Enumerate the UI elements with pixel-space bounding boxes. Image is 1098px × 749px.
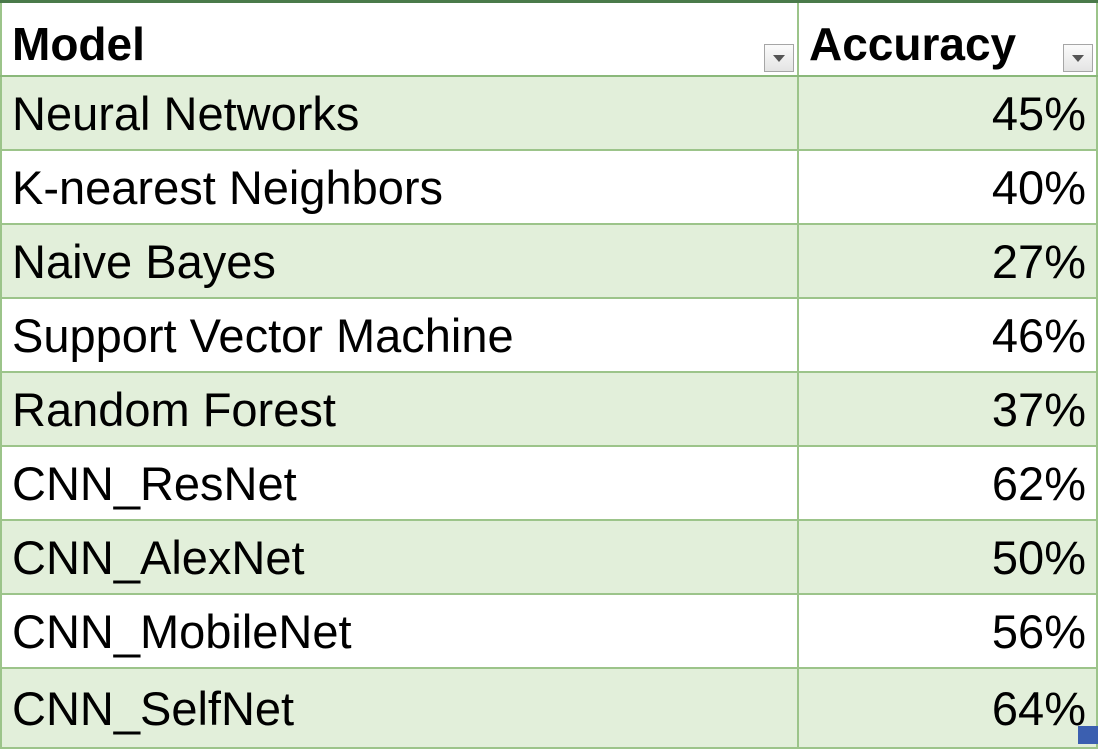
cell-accuracy[interactable]: 50%: [797, 521, 1098, 593]
table-row: CNN_MobileNet 56%: [0, 595, 1098, 669]
chevron-down-icon: [1072, 55, 1084, 62]
table-resize-handle[interactable]: [1078, 726, 1098, 744]
cell-accuracy[interactable]: 40%: [797, 151, 1098, 223]
cell-model[interactable]: CNN_ResNet: [0, 447, 797, 519]
cell-model[interactable]: CNN_MobileNet: [0, 595, 797, 667]
cell-accuracy[interactable]: 62%: [797, 447, 1098, 519]
cell-accuracy[interactable]: 56%: [797, 595, 1098, 667]
cell-accuracy[interactable]: 37%: [797, 373, 1098, 445]
chevron-down-icon: [773, 55, 785, 62]
table-header-row: Model Accuracy: [0, 3, 1098, 77]
cell-model[interactable]: Random Forest: [0, 373, 797, 445]
table-row: Support Vector Machine 46%: [0, 299, 1098, 373]
cell-model[interactable]: Naive Bayes: [0, 225, 797, 297]
table-row: CNN_SelfNet 64%: [0, 669, 1098, 749]
cell-model[interactable]: Neural Networks: [0, 77, 797, 149]
cell-accuracy[interactable]: 46%: [797, 299, 1098, 371]
cell-accuracy[interactable]: 45%: [797, 77, 1098, 149]
table-row: Neural Networks 45%: [0, 77, 1098, 151]
filter-dropdown-accuracy[interactable]: [1063, 44, 1093, 72]
cell-model[interactable]: CNN_AlexNet: [0, 521, 797, 593]
header-label-model: Model: [12, 18, 145, 70]
table-row: Random Forest 37%: [0, 373, 1098, 447]
cell-model[interactable]: CNN_SelfNet: [0, 669, 797, 747]
header-label-accuracy: Accuracy: [809, 18, 1017, 70]
table-row: CNN_ResNet 62%: [0, 447, 1098, 521]
header-cell-model[interactable]: Model: [0, 3, 797, 75]
filter-dropdown-model[interactable]: [764, 44, 794, 72]
table-row: K-nearest Neighbors 40%: [0, 151, 1098, 225]
header-cell-accuracy[interactable]: Accuracy: [797, 3, 1098, 75]
cell-model[interactable]: K-nearest Neighbors: [0, 151, 797, 223]
cell-accuracy[interactable]: 64%: [797, 669, 1098, 747]
table-row: Naive Bayes 27%: [0, 225, 1098, 299]
table-row: CNN_AlexNet 50%: [0, 521, 1098, 595]
cell-model[interactable]: Support Vector Machine: [0, 299, 797, 371]
cell-accuracy[interactable]: 27%: [797, 225, 1098, 297]
